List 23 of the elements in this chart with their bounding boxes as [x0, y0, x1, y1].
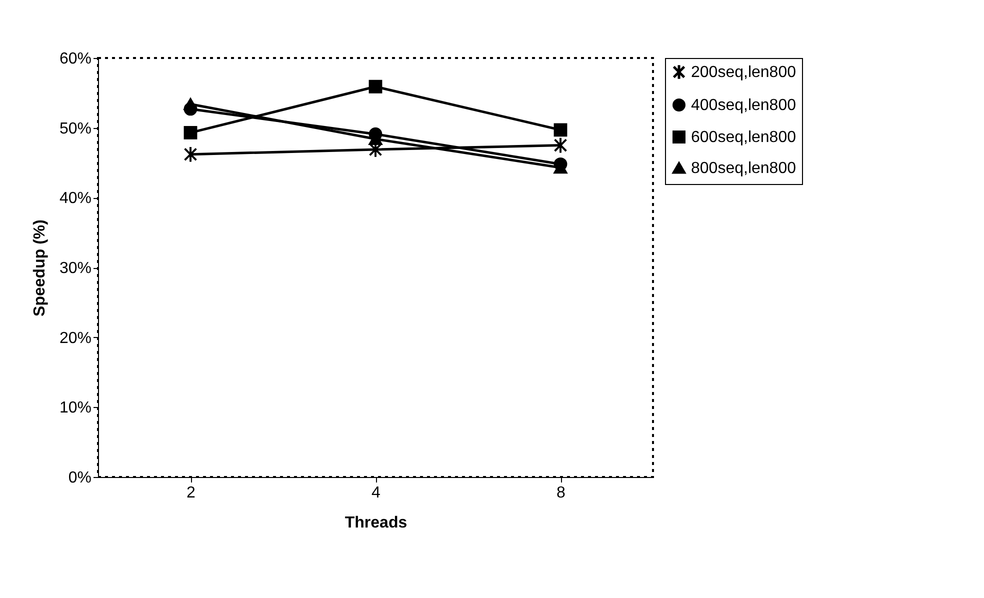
point — [554, 157, 568, 171]
y-axis-title: Speedup (%) — [31, 220, 48, 316]
point — [184, 146, 198, 163]
legend-label: 600seq,len800 — [691, 129, 796, 146]
y-tick-label: 20% — [59, 330, 92, 347]
y-tick-label: 60% — [59, 50, 92, 68]
point — [184, 102, 198, 116]
legend-label: 800seq,len800 — [691, 160, 796, 177]
point — [554, 136, 568, 154]
y-tick-label: 10% — [59, 400, 92, 417]
y-tick-label: 30% — [59, 260, 92, 277]
x-tick-label: 2 — [186, 484, 196, 502]
x-axis-title: Threads — [344, 514, 408, 532]
point — [184, 126, 198, 140]
point — [368, 80, 382, 94]
x-tick-label: 4 — [372, 484, 381, 502]
y-tick-label: 40% — [59, 190, 92, 208]
y-tick-label: 50% — [59, 120, 92, 138]
x-tick-label: 8 — [556, 484, 566, 502]
point — [554, 123, 568, 137]
legend-label: 400seq,len800 — [691, 97, 796, 114]
y-tick-label: 0% — [68, 470, 92, 486]
legend-label: 200seq,len800 — [691, 64, 796, 81]
